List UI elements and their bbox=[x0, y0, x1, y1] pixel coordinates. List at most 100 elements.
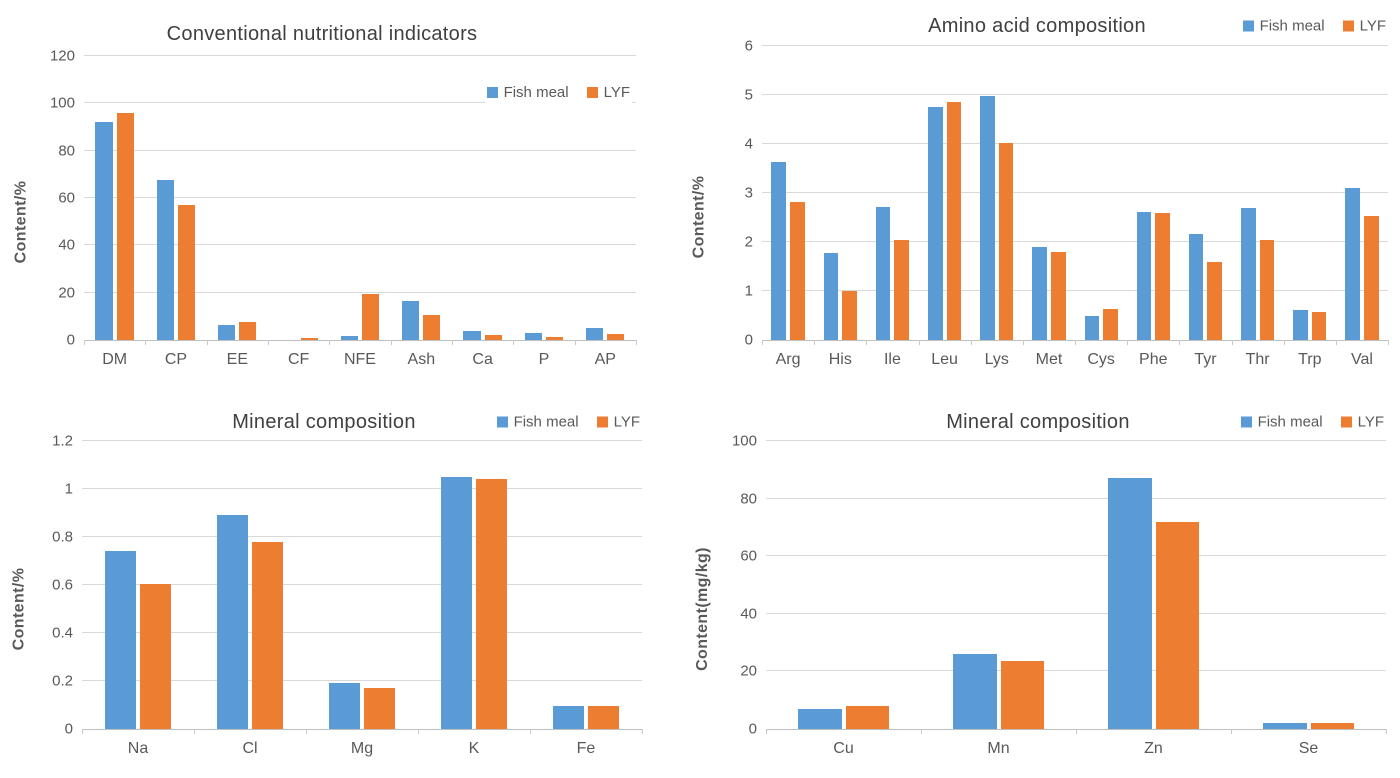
legend: Fish meal LYF bbox=[1240, 413, 1384, 431]
chart-header: Mineral composition Fish meal LYF bbox=[690, 403, 1386, 441]
x-tick-label-mn: Mn bbox=[987, 740, 1010, 757]
bar-groups bbox=[84, 56, 636, 340]
gridline bbox=[766, 497, 1386, 499]
gridline bbox=[766, 612, 1386, 614]
x-axis-tick bbox=[84, 340, 85, 345]
x-axis-tick bbox=[1231, 340, 1233, 345]
x-tick-label-na: Na bbox=[127, 740, 149, 757]
gridline bbox=[766, 555, 1386, 557]
bar-lyf-his bbox=[842, 291, 857, 340]
y-axis-title: Content/% bbox=[6, 441, 32, 776]
x-axis-tick bbox=[642, 729, 643, 734]
bar-group-ap bbox=[575, 56, 636, 340]
chart-header: Conventional nutritional indicators bbox=[8, 12, 636, 56]
y-tick-label: 0.6 bbox=[52, 576, 73, 594]
gridline bbox=[84, 149, 636, 151]
x-tick-label-ap: AP bbox=[594, 351, 616, 368]
x-tick-labels: DM CP EE CF NFE Ash Ca P AP bbox=[84, 351, 636, 369]
y-tick-label: 0.4 bbox=[52, 624, 73, 642]
legend-swatch-fish-meal bbox=[1240, 416, 1252, 428]
bar-lyf-cys bbox=[1103, 309, 1118, 340]
bar-group-leu bbox=[919, 46, 971, 340]
bar-fish-meal-ee bbox=[218, 324, 236, 340]
y-tick-label: 3 bbox=[744, 184, 753, 202]
chart-conventional-nutritional-indicators: Conventional nutritional indicators Conte… bbox=[0, 0, 680, 389]
legend-item-fish-meal: Fish meal bbox=[486, 84, 569, 101]
x-axis-tick bbox=[1022, 340, 1024, 345]
gridline bbox=[84, 244, 636, 246]
x-axis-tick bbox=[1335, 340, 1337, 345]
chart-body: Content(mg/kg) 0 20 40 60 80 100 Cu Mn Zn Se bbox=[690, 434, 1387, 776]
x-tick-label-his: His bbox=[828, 351, 852, 368]
y-axis-title: Content/% bbox=[8, 56, 34, 387]
bar-fish-meal-mg bbox=[328, 683, 360, 729]
y-tick-label: 120 bbox=[49, 47, 75, 65]
x-axis-tick bbox=[206, 340, 208, 345]
gridline bbox=[84, 291, 636, 293]
x-tick-label-nfe: NFE bbox=[343, 351, 376, 368]
x-tick-label-ee: EE bbox=[226, 351, 248, 368]
y-axis-title-text: Content/% bbox=[690, 175, 708, 258]
gridline bbox=[762, 290, 1388, 291]
y-tick-label: 80 bbox=[58, 142, 75, 160]
legend-item-fish-meal: Fish meal bbox=[1242, 18, 1325, 35]
bar-fish-meal-arg bbox=[771, 161, 787, 340]
bar-lyf-leu bbox=[946, 101, 962, 340]
x-axis-tick bbox=[1075, 340, 1076, 345]
bar-lyf-met bbox=[1050, 252, 1066, 340]
plot-area: 0 20 40 60 80 100 Cu Mn Zn Se bbox=[732, 434, 1387, 757]
x-tick-label-met: Met bbox=[1035, 351, 1063, 368]
bar-fish-meal-zn bbox=[1108, 478, 1152, 729]
bar-lyf-p bbox=[545, 337, 564, 340]
bar-group-se bbox=[1231, 441, 1386, 729]
chart-title: Amino acid composition bbox=[928, 14, 1146, 37]
bar-fish-meal-se bbox=[1263, 723, 1307, 729]
bar-lyf-mg bbox=[364, 688, 396, 729]
x-tick-label-fe: Fe bbox=[576, 740, 596, 757]
y-tick-label: 40 bbox=[58, 236, 75, 254]
x-axis-tick bbox=[1283, 340, 1285, 345]
bar-lyf-thr bbox=[1259, 240, 1275, 340]
bar-group-his bbox=[814, 46, 866, 340]
legend-label: Fish meal bbox=[513, 413, 579, 431]
y-tick-label: 100 bbox=[731, 432, 757, 450]
x-tick-label-ile: Ile bbox=[883, 351, 901, 368]
x-axis-tick bbox=[814, 340, 816, 345]
x-axis-tick bbox=[268, 340, 269, 345]
gridline bbox=[762, 192, 1388, 193]
bar-lyf-dm bbox=[116, 112, 134, 340]
y-axis-title: Content(mg/kg) bbox=[690, 441, 716, 776]
bar-fish-meal-cl bbox=[216, 515, 248, 729]
bar-group-nfe bbox=[329, 56, 390, 340]
legend-label: LYF bbox=[1357, 413, 1384, 431]
x-axis-tick bbox=[452, 340, 453, 345]
x-tick-labels: Na Cl Mg K Fe bbox=[82, 740, 642, 758]
chart-body: Content/% 0 20 40 60 80 100 120 DM CP EE CF NFE Ash Ca… bbox=[8, 49, 637, 387]
x-axis-tick bbox=[636, 340, 637, 345]
bar-lyf-ash bbox=[423, 315, 441, 340]
bar-group-fe bbox=[530, 441, 642, 729]
y-tick-label: 4 bbox=[744, 135, 753, 153]
y-tick-label: 2 bbox=[744, 233, 753, 251]
legend-item-fish-meal: Fish meal bbox=[496, 413, 579, 431]
x-tick-label-k: K bbox=[468, 740, 480, 757]
gridline bbox=[82, 536, 642, 537]
legend: Fish meal LYF bbox=[484, 81, 632, 103]
bar-group-p bbox=[513, 56, 574, 340]
x-axis-tick bbox=[513, 340, 515, 345]
gridline bbox=[762, 241, 1388, 242]
bar-lyf-se bbox=[1310, 723, 1354, 729]
x-tick-label-leu: Leu bbox=[931, 351, 958, 368]
legend-swatch-fish-meal bbox=[486, 86, 498, 98]
bar-lyf-cf bbox=[300, 337, 318, 340]
bar-group-cl bbox=[194, 441, 306, 729]
x-tick-label-phe: Phe bbox=[1139, 351, 1168, 368]
legend-swatch-lyf bbox=[1342, 20, 1354, 32]
y-tick-label: 6 bbox=[744, 37, 753, 55]
x-axis-tick bbox=[762, 340, 763, 345]
chart-body: Content/% 0 1 2 3 4 5 6 Arg His Ile Leu Lys Met Cys Phe… bbox=[686, 39, 1389, 387]
legend: Fish meal LYF bbox=[1242, 18, 1386, 35]
legend-label: Fish meal bbox=[1257, 413, 1323, 431]
x-tick-labels: Cu Mn Zn Se bbox=[766, 740, 1386, 758]
bar-groups bbox=[82, 441, 642, 729]
